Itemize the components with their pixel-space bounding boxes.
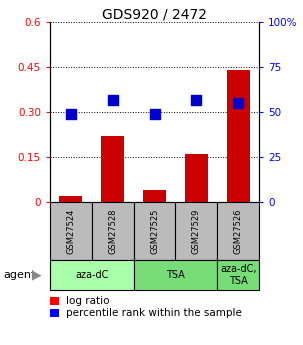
Text: aza-dC,
TSA: aza-dC, TSA	[220, 264, 256, 286]
Text: GSM27528: GSM27528	[108, 208, 117, 254]
Point	[110, 97, 115, 102]
Point	[236, 100, 241, 106]
Text: ▶: ▶	[32, 269, 42, 282]
Text: GSM27524: GSM27524	[66, 208, 75, 254]
Point	[152, 111, 157, 117]
Bar	[143, 190, 166, 202]
Point	[68, 111, 73, 117]
Bar	[217, 202, 259, 260]
Bar	[59, 196, 82, 202]
Point	[194, 97, 199, 102]
Text: TSA: TSA	[166, 270, 185, 280]
Bar	[217, 260, 259, 290]
Bar	[50, 202, 92, 260]
Bar	[134, 260, 217, 290]
Text: GSM27525: GSM27525	[150, 208, 159, 254]
Bar	[185, 154, 208, 202]
Text: aza-dC: aza-dC	[75, 270, 108, 280]
Bar	[92, 202, 134, 260]
Title: GDS920 / 2472: GDS920 / 2472	[102, 7, 207, 21]
Bar	[50, 260, 134, 290]
Text: GSM27529: GSM27529	[192, 208, 201, 254]
Text: GSM27526: GSM27526	[234, 208, 243, 254]
Bar	[134, 202, 175, 260]
Bar	[227, 70, 250, 202]
Text: agent: agent	[3, 270, 35, 280]
Text: percentile rank within the sample: percentile rank within the sample	[66, 308, 242, 318]
Bar	[175, 202, 217, 260]
Bar	[101, 136, 124, 202]
Text: log ratio: log ratio	[66, 296, 110, 306]
